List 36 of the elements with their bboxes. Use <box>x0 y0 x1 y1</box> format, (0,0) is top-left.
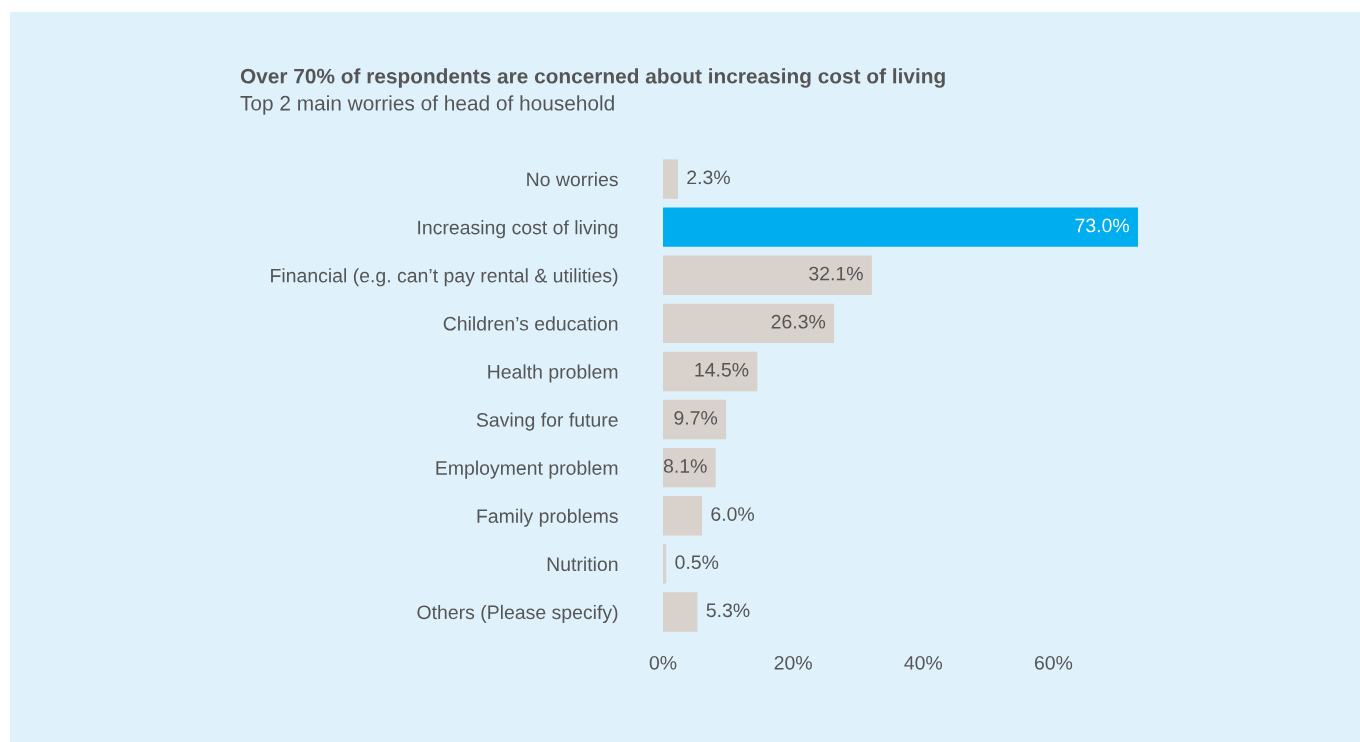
y-tick-label: Others (Please specify) <box>417 604 618 624</box>
y-tick-label: Saving for future <box>476 412 618 431</box>
x-tick-label: 40% <box>904 655 943 670</box>
data-label: 8.1% <box>663 459 707 473</box>
y-tick-label: Increasing cost of living <box>418 220 618 239</box>
y-tick-label: Family problems <box>477 508 618 527</box>
data-label: 5.3% <box>706 603 750 618</box>
bar <box>663 255 872 295</box>
x-tick-label: 0% <box>649 655 677 670</box>
y-tick-label: Employment problem <box>436 460 618 479</box>
y-tick-label: Nutrition <box>547 556 618 572</box>
x-tick-label: 20% <box>774 655 812 670</box>
chart-title: Over 70% of respondents are concerned about increasing cost of living <box>240 68 945 88</box>
data-label: 2.3% <box>687 170 730 185</box>
y-tick-label: No worries <box>527 172 618 187</box>
bar <box>663 447 716 488</box>
y-tick-label: Financial (e.g. can’t pay rental & utilities) <box>271 268 618 287</box>
data-label: 9.7% <box>674 411 718 425</box>
bar <box>663 159 678 199</box>
y-tick-label: Health problem <box>488 364 618 383</box>
bar <box>663 496 703 536</box>
data-label: 26.3% <box>771 314 826 329</box>
y-tick-label: Children’s education <box>443 316 618 331</box>
bar <box>663 303 835 344</box>
data-label: 0.5% <box>675 555 719 570</box>
bar <box>663 544 667 584</box>
bar <box>663 592 698 632</box>
data-label: 6.0% <box>711 507 754 521</box>
data-label: 14.5% <box>695 362 749 377</box>
data-label: 73.0% <box>1075 218 1129 233</box>
bar <box>663 207 1138 247</box>
bar <box>663 399 727 440</box>
data-label: 32.1% <box>809 266 863 281</box>
x-tick-label: 60% <box>1034 655 1073 670</box>
text: Top 2 main worries of head of household <box>240 95 614 115</box>
bar <box>663 351 758 392</box>
